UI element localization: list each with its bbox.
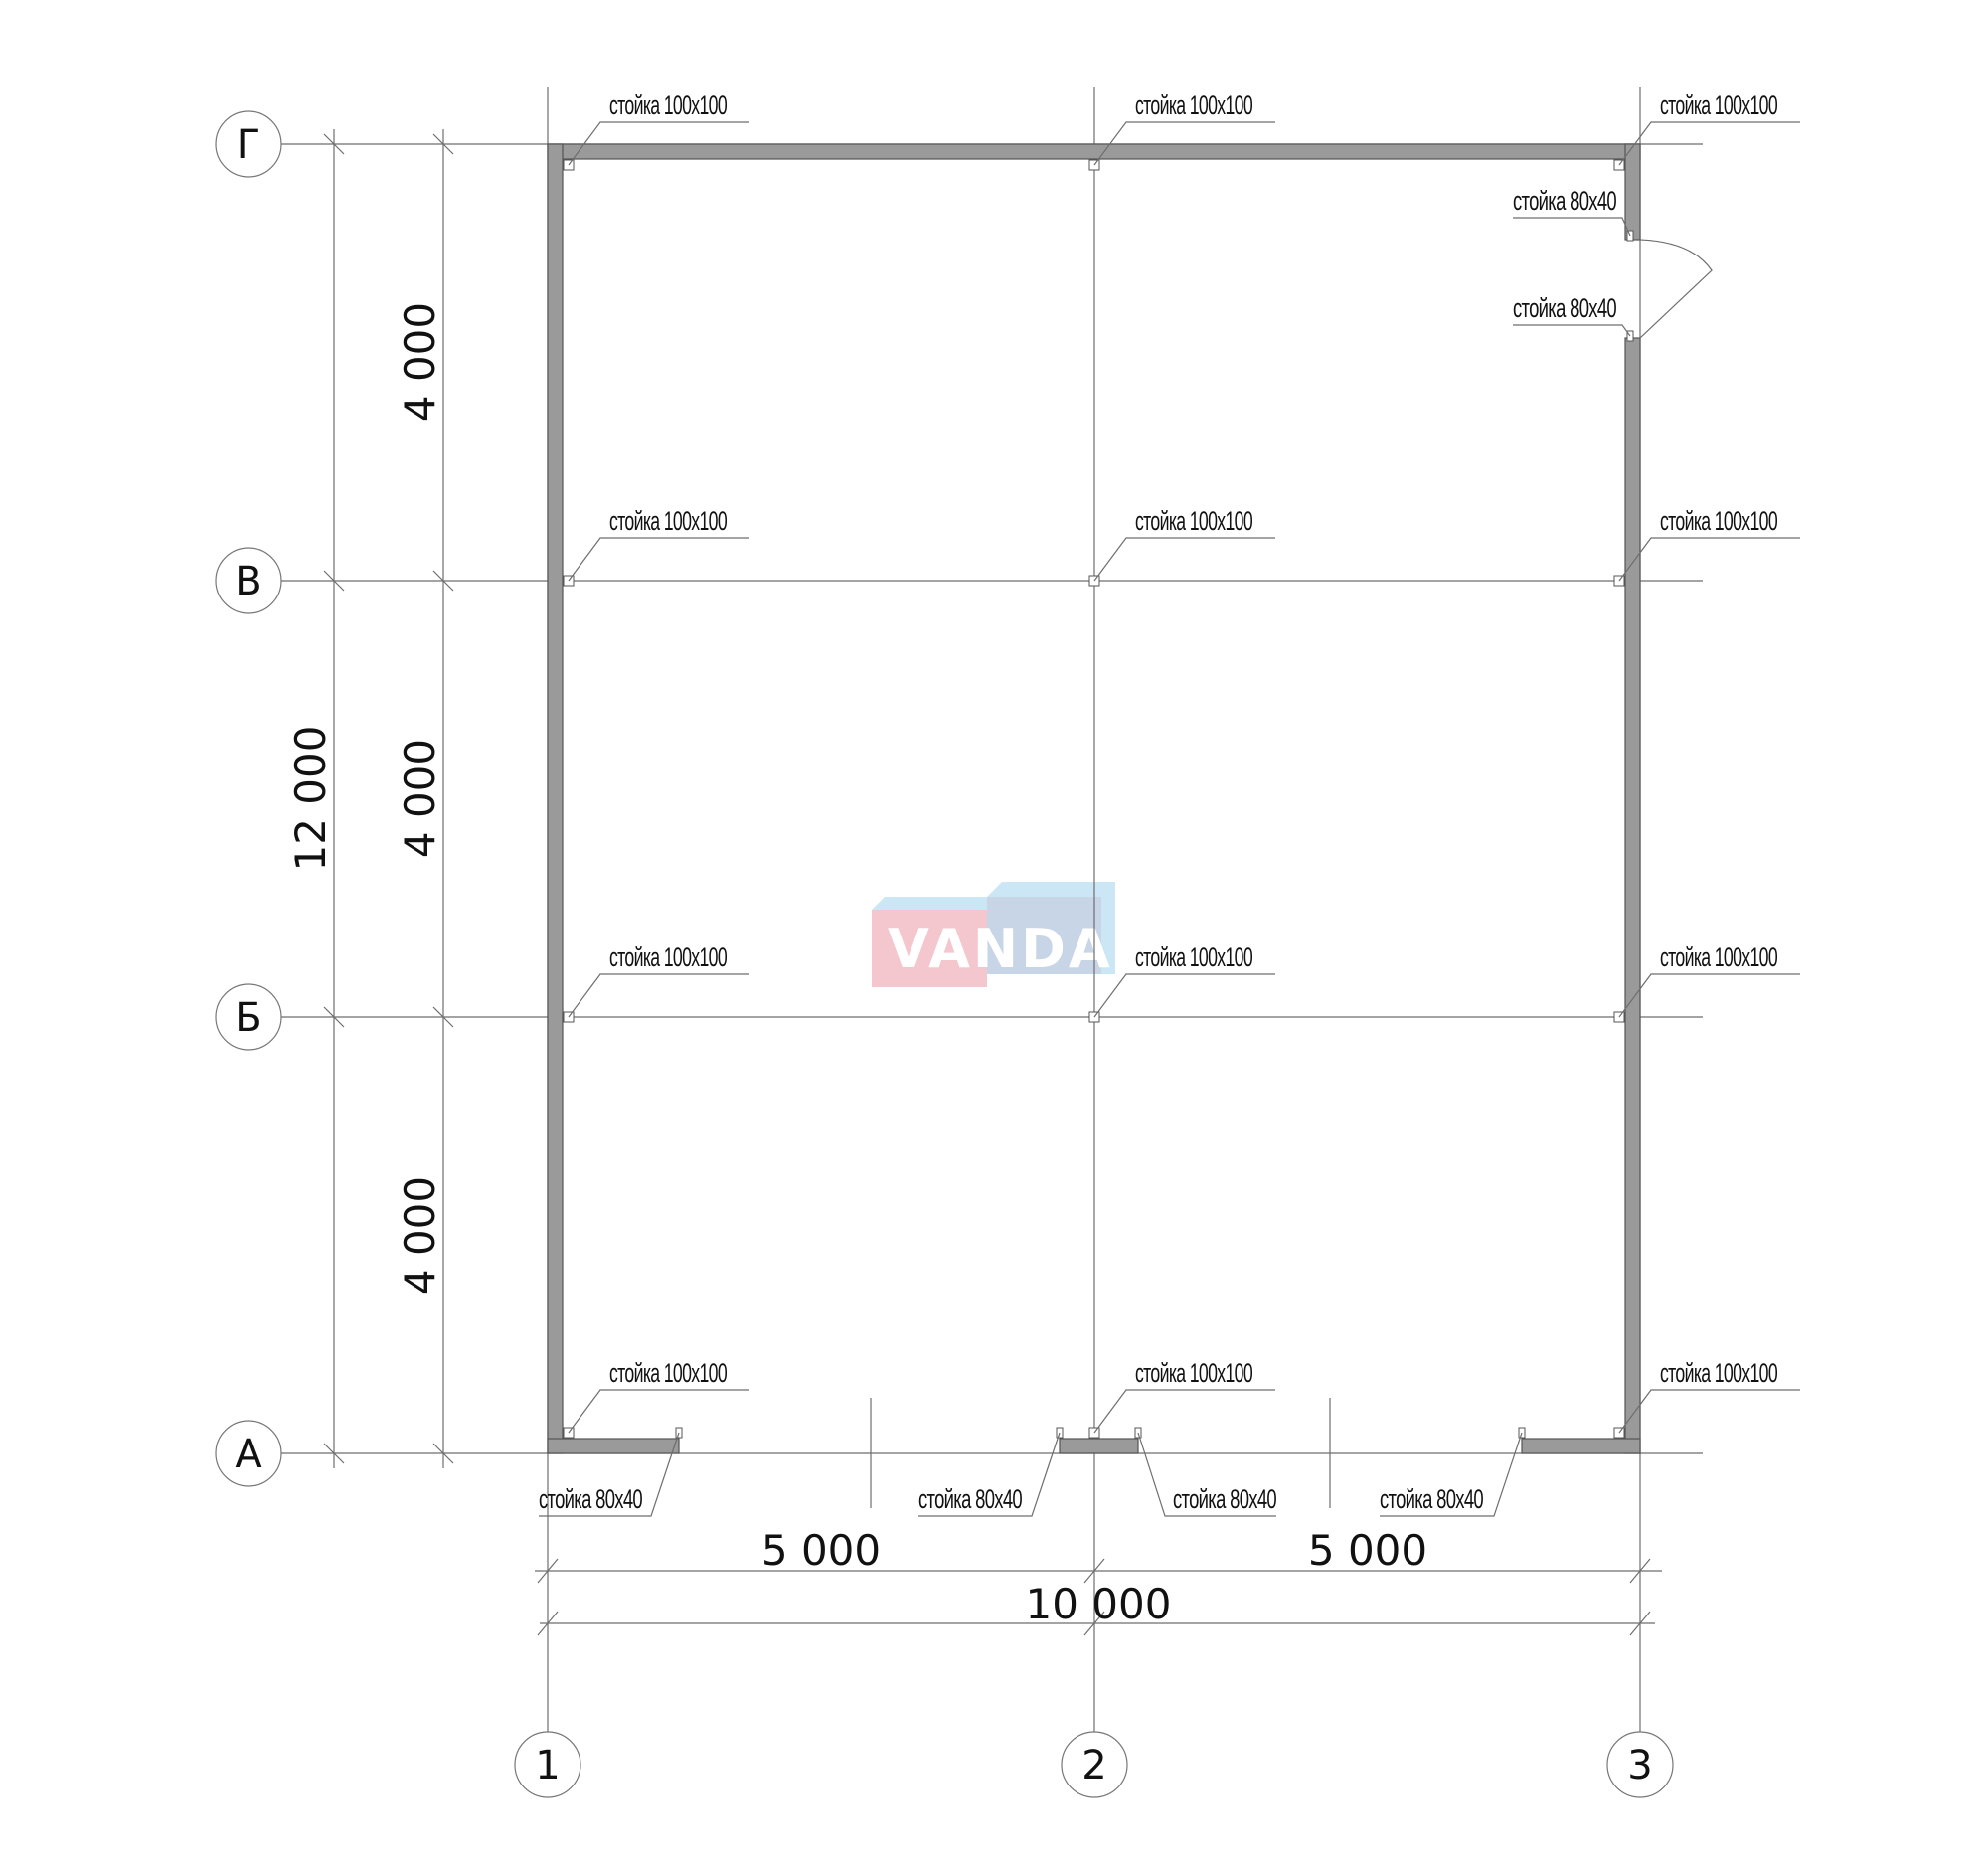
- post-label-100x100: стойка 100x100: [1135, 90, 1252, 120]
- dimension-tick: [432, 1443, 454, 1464]
- wall-bottom-left: [547, 1438, 680, 1454]
- post-label-100x100: стойка 100x100: [1660, 90, 1777, 120]
- post-label-80x40: стойка 80x40: [1513, 293, 1616, 323]
- wall-right-upper: [1624, 143, 1641, 241]
- post-leader-line: [568, 121, 749, 166]
- post-label-100x100: стойка 100x100: [609, 942, 727, 972]
- row-axis-label: Б: [235, 995, 261, 1041]
- post-leader-line: [1093, 973, 1275, 1018]
- dimension-tick: [432, 133, 454, 155]
- post-label-80x40: стойка 80x40: [1513, 186, 1616, 216]
- wall-right-lower: [1624, 337, 1641, 1454]
- post-label-100x100: стойка 100x100: [1660, 942, 1777, 972]
- post-label-80x40: стойка 80x40: [1380, 1484, 1483, 1514]
- post-label-100x100: стойка 100x100: [1135, 1358, 1252, 1388]
- dimension-tick: [1083, 1558, 1105, 1584]
- watermark-text: VANDA: [888, 918, 1113, 980]
- post-label-80x40: стойка 80x40: [1173, 1484, 1276, 1514]
- door-swing: [1639, 239, 1713, 339]
- dimension-segment-vertical: 4 000: [396, 739, 444, 858]
- post-leader-line: [539, 1432, 680, 1517]
- dimension-tick: [1083, 1611, 1105, 1636]
- wall-top: [547, 143, 1641, 160]
- post-leader-line: [1618, 1389, 1800, 1434]
- post-leader-line: [1093, 1389, 1275, 1434]
- column-axis-bubble: [514, 1731, 581, 1798]
- post-label-80x40: стойка 80x40: [918, 1484, 1022, 1514]
- dimension-tick: [1629, 1611, 1651, 1636]
- post-label-100x100: стойка 100x100: [609, 1358, 727, 1388]
- post-leader-line: [1380, 1432, 1523, 1517]
- post-label-100x100: стойка 100x100: [1135, 506, 1252, 536]
- row-axis-bubble: [215, 110, 282, 178]
- post-leader-line: [1618, 121, 1800, 166]
- column-axis-label: 3: [1627, 1743, 1652, 1788]
- dimension-segment-vertical: 4 000: [396, 1176, 444, 1295]
- dimension-tick: [432, 1006, 454, 1028]
- row-axis-label: В: [235, 559, 261, 604]
- post-label-100x100: стойка 100x100: [609, 506, 727, 536]
- post-leader-line: [1093, 121, 1275, 166]
- dimension-segment-horizontal: 5 000: [1308, 1526, 1427, 1575]
- dimension-segment-vertical: 4 000: [396, 302, 444, 422]
- dimension-tick: [432, 570, 454, 592]
- row-axis-bubble: [215, 1420, 282, 1487]
- dimension-tick: [537, 1611, 559, 1636]
- row-axis-label: Г: [237, 122, 260, 168]
- dimension-tick: [323, 133, 345, 155]
- vanda-watermark: VANDA: [872, 882, 1115, 987]
- post-leader-line: [918, 1432, 1061, 1517]
- row-axis-bubble: [215, 547, 282, 614]
- dimension-tick: [323, 1443, 345, 1464]
- post-label-80x40: стойка 80x40: [539, 1484, 642, 1514]
- column-axis-bubble: [1606, 1731, 1674, 1798]
- post-label-100x100: стойка 100x100: [1135, 942, 1252, 972]
- dimension-total-horizontal: 10 000: [1026, 1580, 1172, 1628]
- wall-left: [547, 143, 564, 1454]
- post-leader-line: [568, 537, 749, 582]
- dimension-tick: [537, 1558, 559, 1584]
- post-leader-line: [568, 973, 749, 1018]
- post-leader-line: [1513, 324, 1631, 337]
- dimension-tick: [323, 570, 345, 592]
- dimension-tick: [1629, 1558, 1651, 1584]
- dimension-total-vertical: 12 000: [286, 726, 335, 872]
- column-axis-label: 2: [1081, 1743, 1106, 1788]
- wall-bottom-middle: [1059, 1438, 1139, 1454]
- post-leader-line: [1137, 1432, 1276, 1517]
- dimension-segment-horizontal: 5 000: [761, 1526, 881, 1575]
- dimension-tick: [323, 1006, 345, 1028]
- post-leader-line: [1093, 537, 1275, 582]
- wall-bottom-right: [1521, 1438, 1641, 1454]
- row-axis-label: А: [235, 1432, 262, 1477]
- post-label-100x100: стойка 100x100: [609, 90, 727, 120]
- column-axis-label: 1: [535, 1743, 560, 1788]
- post-label-100x100: стойка 100x100: [1660, 1358, 1777, 1388]
- post-leader-line: [1513, 217, 1631, 237]
- post-label-100x100: стойка 100x100: [1660, 506, 1777, 536]
- column-axis-bubble: [1061, 1731, 1128, 1798]
- post-leader-line: [568, 1389, 749, 1434]
- post-leader-line: [1618, 973, 1800, 1018]
- row-axis-bubble: [215, 983, 282, 1051]
- post-leader-line: [1618, 537, 1800, 582]
